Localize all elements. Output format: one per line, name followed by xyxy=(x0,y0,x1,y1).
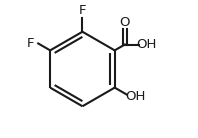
Text: F: F xyxy=(79,4,86,17)
Text: F: F xyxy=(27,37,34,50)
Text: OH: OH xyxy=(126,90,146,103)
Text: O: O xyxy=(120,16,130,29)
Text: OH: OH xyxy=(136,38,157,51)
